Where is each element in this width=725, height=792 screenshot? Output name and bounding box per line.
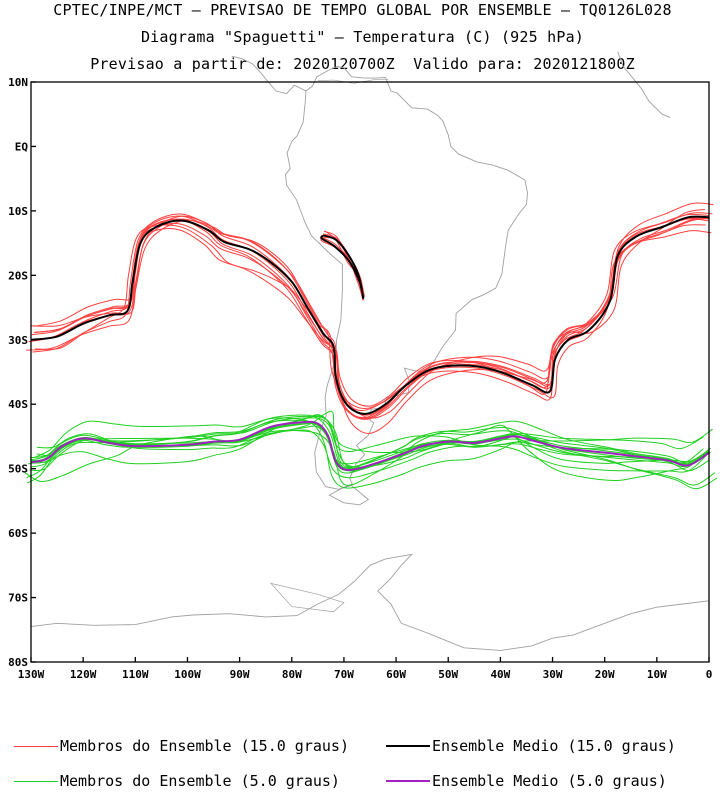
lat-tick-label: 70S [8, 592, 28, 605]
lon-tick-label: 10W [647, 668, 667, 681]
lon-tick-label: 70W [334, 668, 354, 681]
legend-swatch-mean-15 [386, 745, 430, 747]
lon-tick-label: 0 [706, 668, 713, 681]
lon-tick-label: 60W [386, 668, 406, 681]
tierra-del-fuego-coastline [328, 484, 370, 506]
member-contour [26, 417, 716, 486]
lon-tick-label: 110W [122, 668, 149, 681]
lon-tick-label: 80W [282, 668, 302, 681]
lon-tick-label: 40W [490, 668, 510, 681]
title-line-1: CPTEC/INPE/MCT – PREVISAO DE TEMPO GLOBA… [53, 1, 672, 19]
legend-mean-5: Ensemble Medio (5.0 graus) [386, 771, 667, 791]
lat-tick-label: 10S [8, 205, 28, 218]
lon-tick-label: 120W [70, 668, 97, 681]
africa-coastline [617, 51, 671, 118]
members-5-layer [23, 410, 718, 490]
member-contour [23, 410, 704, 482]
lat-tick-label: 50S [8, 463, 28, 476]
member-contour [31, 215, 710, 419]
lat-tick-label: 80S [8, 656, 28, 669]
antarctica-coastline [30, 553, 710, 651]
lon-tick-label: 30W [543, 668, 563, 681]
ensemble-mean-layer [30, 215, 710, 472]
south-america-coastline [285, 66, 528, 490]
mean-15-contour [30, 215, 710, 415]
map-background [31, 82, 709, 662]
map-frame [30, 81, 710, 663]
legend-members-15: Membros do Ensemble (15.0 graus) [14, 736, 349, 756]
member-contour [31, 422, 710, 470]
member-contour [32, 213, 712, 420]
legend-label-members-5: Membros do Ensemble (5.0 graus) [60, 772, 340, 790]
member-contour [36, 420, 704, 486]
lat-tick-label: 10N [8, 76, 28, 89]
member-contour [33, 417, 713, 489]
lon-tick-label: 130W [18, 668, 45, 681]
lat-tick-label: 60S [8, 527, 28, 540]
legend-swatch-members-15 [14, 745, 58, 747]
legend-members-5: Membros do Ensemble (5.0 graus) [14, 771, 340, 791]
member-contour [29, 414, 711, 473]
legend-swatch-members-5 [14, 780, 58, 782]
mean-5-contour [30, 420, 710, 472]
legend-label-members-15: Membros do Ensemble (15.0 graus) [60, 737, 349, 755]
lon-tick-label: 20W [595, 668, 615, 681]
legend-label-mean-15: Ensemble Medio (15.0 graus) [432, 737, 676, 755]
member-contour [29, 415, 711, 472]
lon-tick-label: 100W [174, 668, 201, 681]
lat-tick-label: 30S [8, 334, 28, 347]
legend-mean-15: Ensemble Medio (15.0 graus) [386, 736, 676, 756]
caribbean-coastline [317, 79, 389, 84]
legend-label-mean-5: Ensemble Medio (5.0 graus) [432, 772, 667, 790]
mean-15-andes-contour [320, 234, 365, 299]
lat-tick-label: EQ [15, 140, 29, 153]
title-line-2: Diagrama "Spaguetti" – Temperatura (C) (… [140, 28, 585, 46]
lat-tick-label: 20S [8, 269, 28, 282]
lat-tick-label: 40S [8, 398, 28, 411]
island-coastline [269, 582, 345, 613]
lon-tick-label: 90W [230, 668, 250, 681]
title-line-3: Previsao a partir de: 2020120700Z Valido… [90, 55, 635, 73]
lon-tick-label: 50W [438, 668, 458, 681]
member-contour [30, 425, 710, 472]
legend-swatch-mean-5 [386, 780, 430, 782]
